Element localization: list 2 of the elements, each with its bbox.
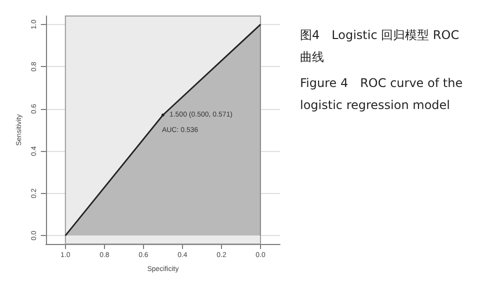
caption: Figure 4 ROC curve of the logistic regression model [300,76,466,112]
caption: 图4 Logistic 回归模型 ROC 曲线 [300,28,463,64]
